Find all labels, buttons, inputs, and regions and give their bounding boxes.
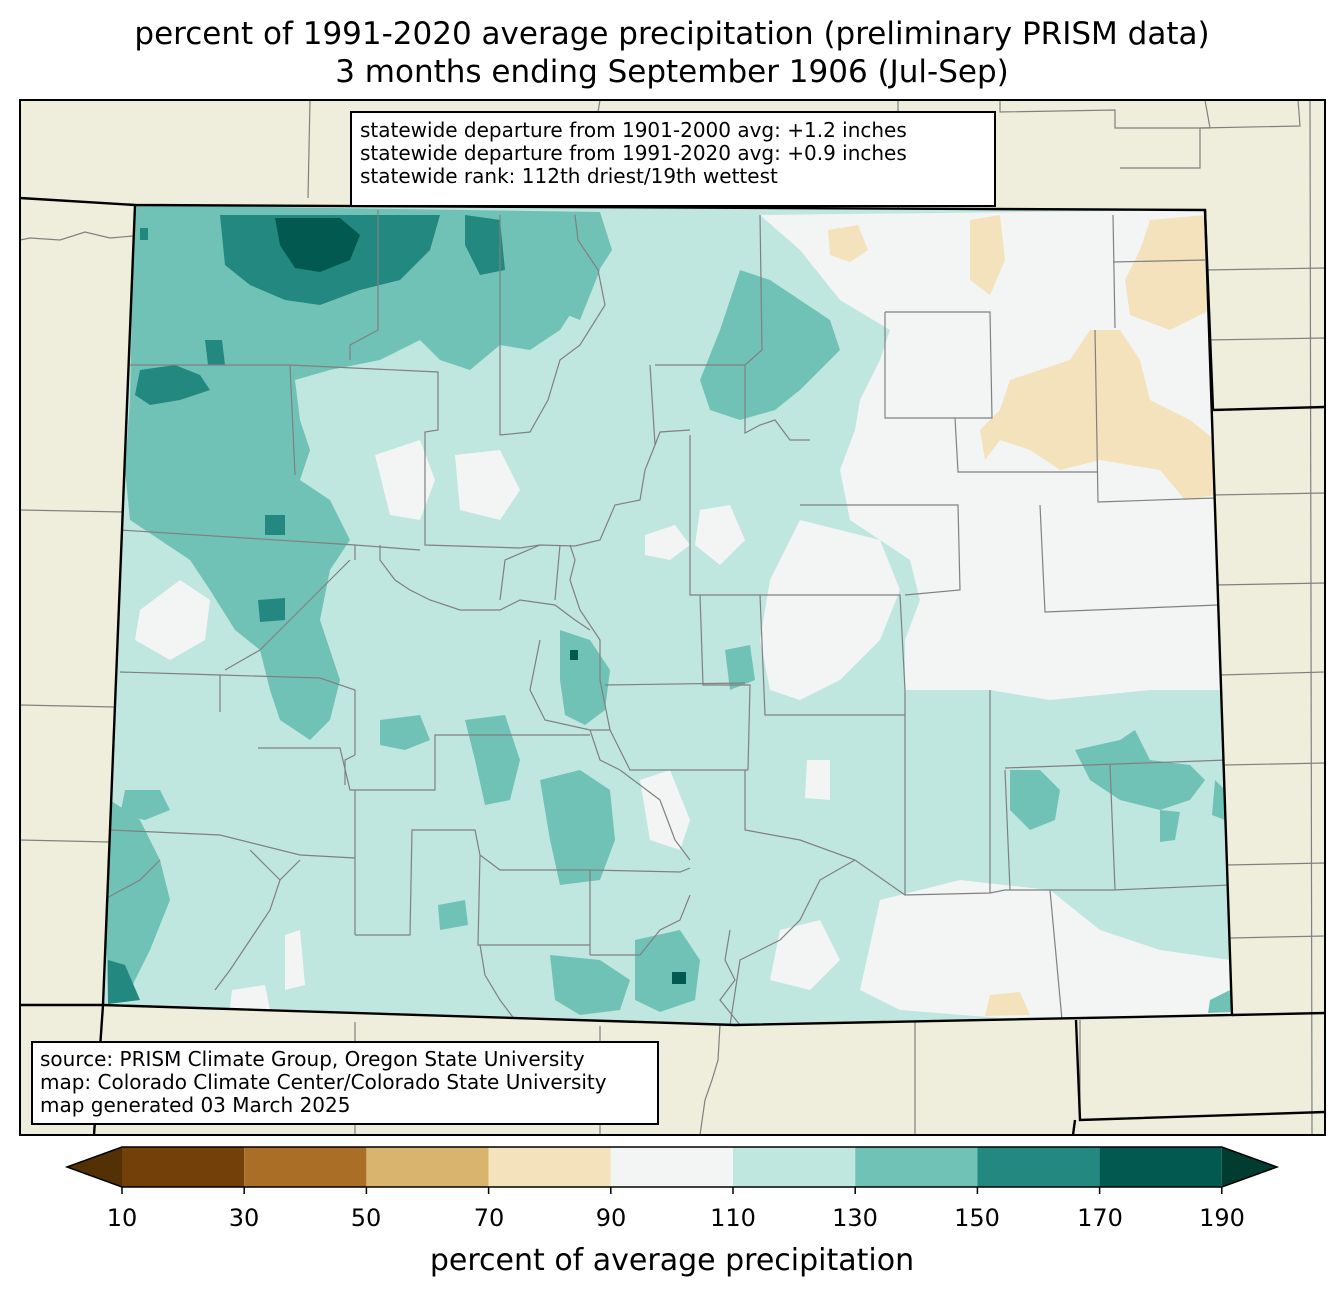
map-title-line2: 3 months ending September 1906 (Jul-Sep) bbox=[335, 54, 1009, 90]
credits-source: source: PRISM Climate Group, Oregon Stat… bbox=[40, 1047, 585, 1071]
colorbar-bin bbox=[366, 1147, 489, 1187]
statewide-stats-box: statewide departure from 1901-2000 avg: … bbox=[350, 111, 996, 207]
colorbar-bin bbox=[244, 1147, 367, 1187]
colorado-county-lines bbox=[103, 210, 1231, 1025]
colorbar-tick-label: 110 bbox=[710, 1204, 756, 1232]
colorbar-tick-label: 150 bbox=[954, 1204, 1000, 1232]
colorbar-tick-label: 130 bbox=[832, 1204, 878, 1232]
map-frame bbox=[19, 99, 1326, 1136]
colorbar-bin bbox=[488, 1147, 611, 1187]
colorbar-bin bbox=[977, 1147, 1100, 1187]
colorbar-tick-label: 190 bbox=[1199, 1204, 1245, 1232]
stats-departure-1901-2000: statewide departure from 1901-2000 avg: … bbox=[360, 118, 907, 142]
colorbar-bin bbox=[1099, 1147, 1222, 1187]
colorbar-bin bbox=[733, 1147, 856, 1187]
map-title-line1: percent of 1991-2020 average precipitati… bbox=[134, 16, 1210, 52]
credits-generated: map generated 03 March 2025 bbox=[40, 1093, 351, 1117]
colorbar-bin bbox=[610, 1147, 733, 1187]
colorbar-tick-label: 70 bbox=[473, 1204, 505, 1232]
stats-departure-1991-2020: statewide departure from 1991-2020 avg: … bbox=[360, 141, 907, 165]
colorbar-label: percent of average precipitation bbox=[429, 1243, 915, 1278]
colorbar-bin bbox=[855, 1147, 978, 1187]
colorbar-tick-label: 50 bbox=[350, 1204, 382, 1232]
colorado-precip-field bbox=[103, 205, 1232, 1025]
colorbar bbox=[64, 1146, 1280, 1194]
colorbar-tick-label: 10 bbox=[106, 1204, 138, 1232]
colorbar-extend-low bbox=[67, 1147, 122, 1187]
colorbar-bin bbox=[122, 1147, 245, 1187]
colorbar-tick-label: 30 bbox=[228, 1204, 260, 1232]
credits-map: map: Colorado Climate Center/Colorado St… bbox=[40, 1070, 607, 1094]
colorbar-tick-label: 170 bbox=[1077, 1204, 1123, 1232]
colorbar-tick-label: 90 bbox=[595, 1204, 627, 1232]
stats-rank: statewide rank: 112th driest/19th wettes… bbox=[360, 164, 778, 188]
colorbar-extend-high bbox=[1221, 1147, 1277, 1187]
credits-box: source: PRISM Climate Group, Oregon Stat… bbox=[31, 1041, 659, 1125]
